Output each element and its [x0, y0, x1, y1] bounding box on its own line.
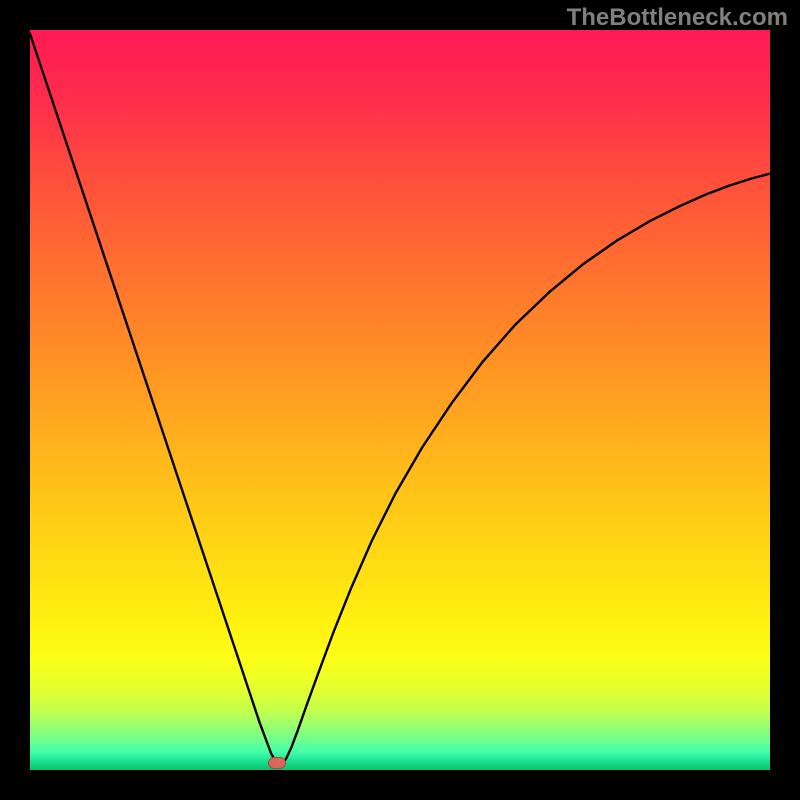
chart-frame: TheBottleneck.com — [0, 0, 800, 800]
watermark-text: TheBottleneck.com — [567, 4, 788, 32]
plot-area — [30, 30, 770, 770]
optimum-marker — [268, 757, 286, 769]
plot-svg — [30, 30, 770, 770]
gradient-background — [30, 30, 770, 770]
